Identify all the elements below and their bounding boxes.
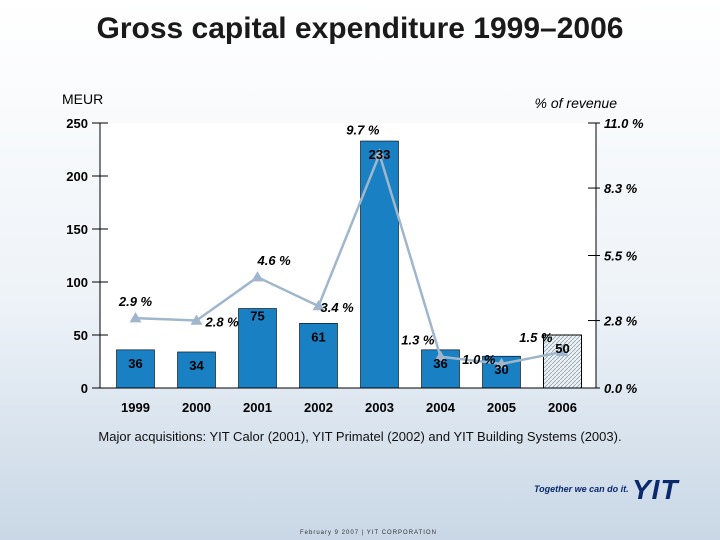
bar-value-label-2001: 75 xyxy=(250,309,264,324)
y2-axis-unit-label: % of revenue xyxy=(535,95,618,111)
pct-value-label-2005: 1.0 % xyxy=(462,352,496,367)
pct-value-label-2004: 1.3 % xyxy=(401,333,435,348)
pct-value-label-2003: 9.7 % xyxy=(346,122,380,137)
bar-2003 xyxy=(360,140,399,389)
bar-2002 xyxy=(299,323,338,389)
y2-tick-label-0: 0.0 % xyxy=(604,381,638,396)
x-tick-label-2006: 2006 xyxy=(548,400,577,415)
bar-value-label-2004: 36 xyxy=(433,356,447,371)
chart-labels: 36 34 75 61 233 36 30 50 2.9 % 2.8 % 4.6 % 3.4 % 9.7… xyxy=(118,122,570,377)
plot-area xyxy=(100,123,596,388)
revenue-pct-marker-2001 xyxy=(251,271,264,282)
x-tick-label-2004: 2004 xyxy=(426,400,456,415)
bar-value-label-2005: 30 xyxy=(494,362,508,377)
bar-value-label-2000: 34 xyxy=(189,358,204,373)
revenue-pct-marker-2003 xyxy=(373,148,386,159)
y-axis-unit-label: MEUR xyxy=(62,91,103,107)
brand-slogan: Together we can do it. xyxy=(534,484,629,494)
y2-tick-label-5.5: 5.5 % xyxy=(604,249,638,264)
bar-series xyxy=(116,140,582,389)
y-tick-label-0: 0 xyxy=(81,381,88,396)
y-tick-label-250: 250 xyxy=(66,116,88,131)
pct-value-label-2000: 2.8 % xyxy=(205,315,240,330)
y2-tick-label-11: 11.0 % xyxy=(604,116,644,131)
x-tick-label-1999: 1999 xyxy=(121,400,150,415)
revenue-pct-line xyxy=(135,150,563,366)
revenue-pct-marker-2002 xyxy=(312,300,325,311)
revenue-pct-marker-1999 xyxy=(129,312,142,323)
footer-text: February 9 2007 | YIT CORPORATION xyxy=(300,530,437,536)
y2-tick-label-8.3: 8.3 % xyxy=(604,181,638,196)
x-tick-label-2002: 2002 xyxy=(304,400,333,415)
bar-value-label-1999: 36 xyxy=(128,356,142,371)
x-tick-label-2001: 2001 xyxy=(243,400,272,415)
x-tick-label-2000: 2000 xyxy=(182,400,211,415)
y-tick-label-200: 200 xyxy=(66,169,88,184)
revenue-pct-marker-2004 xyxy=(434,350,447,361)
page-title: Gross capital expenditure 1999–2006 xyxy=(96,12,624,45)
pct-value-label-2002: 3.4 % xyxy=(321,300,355,315)
x-tick-label-2003: 2003 xyxy=(365,400,394,415)
revenue-pct-marker-2006 xyxy=(556,345,569,357)
y-tick-label-150: 150 xyxy=(66,222,88,237)
bar-2001 xyxy=(238,308,277,389)
yit-logo: YIT xyxy=(632,474,679,505)
bar-value-label-2002: 61 xyxy=(311,329,325,344)
x-tick-label-2005: 2005 xyxy=(487,400,516,415)
bar-2006 xyxy=(543,334,582,389)
pct-value-label-1999: 2.9 % xyxy=(118,294,153,309)
y-tick-label-50: 50 xyxy=(74,328,88,343)
revenue-pct-marker-2000 xyxy=(190,314,203,325)
bar-value-label-2003: 233 xyxy=(369,147,391,162)
revenue-pct-line-series xyxy=(129,148,569,369)
revenue-pct-marker-2005 xyxy=(495,357,508,369)
pct-value-label-2001: 4.6 % xyxy=(257,253,292,268)
y2-tick-label-2.8: 2.8 % xyxy=(603,314,638,329)
bar-2000 xyxy=(177,351,216,389)
bar-value-label-2006: 50 xyxy=(555,341,569,356)
y-tick-label-100: 100 xyxy=(66,275,88,290)
pct-value-label-2006: 1.5 % xyxy=(519,330,553,345)
acquisitions-footnote: Major acquisitions: YIT Calor (2001), YI… xyxy=(98,429,622,444)
